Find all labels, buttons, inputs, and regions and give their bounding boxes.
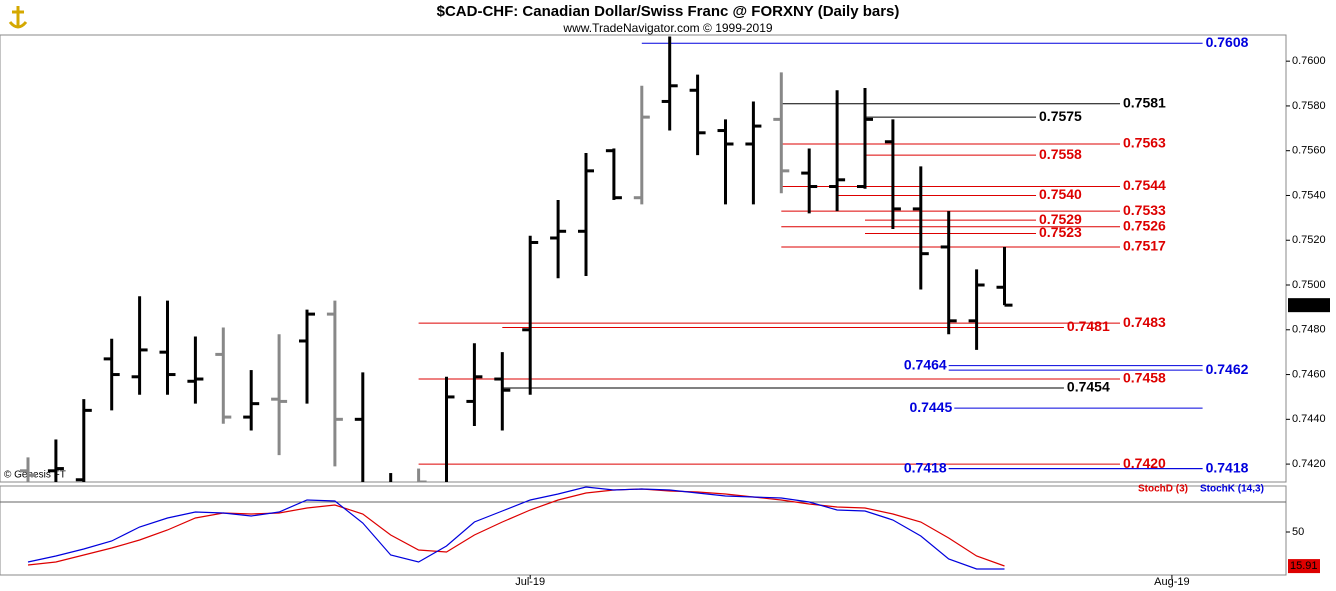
y-tick-label: 0.7540 (1292, 189, 1326, 201)
y-tick-label: 0.7500 (1292, 279, 1326, 291)
level-label: 0.7454 (1067, 379, 1110, 395)
y-tick-label: 0.7480 (1292, 324, 1326, 336)
level-label: 0.7608 (1206, 34, 1249, 50)
last-value-box (1288, 559, 1320, 574)
y-tick-label: 50 (1292, 526, 1304, 538)
legend-entry: StochK (14,3) (1200, 484, 1264, 495)
level-label: 0.7418 (904, 459, 947, 475)
y-tick-label: 0.7460 (1292, 368, 1326, 380)
level-label: 0.7581 (1123, 94, 1166, 110)
y-tick-label: 0.7600 (1292, 55, 1326, 67)
last-value-label: 15.91 (1290, 560, 1318, 572)
y-tick-label: 0.7420 (1292, 458, 1326, 470)
level-label: 0.7575 (1039, 108, 1082, 124)
level-label: 0.7563 (1123, 135, 1166, 151)
y-tick-label: 0.7440 (1292, 413, 1326, 425)
level-label: 0.7445 (909, 399, 952, 415)
level-label: 0.7526 (1123, 218, 1166, 234)
level-label: 0.7420 (1123, 455, 1166, 471)
y-tick-label: 0.7580 (1292, 100, 1326, 112)
level-label: 0.7533 (1123, 202, 1166, 218)
stoch-line (27, 488, 1005, 567)
level-label: 0.7529 (1039, 211, 1082, 227)
stoch-panel (0, 485, 1287, 576)
level-label: 0.7523 (1039, 224, 1082, 240)
level-label: 0.7481 (1067, 318, 1110, 334)
level-label: 0.7464 (904, 356, 947, 372)
level-label: 0.7544 (1123, 177, 1166, 193)
level-label: 0.7462 (1206, 361, 1249, 377)
stoch-line (27, 486, 1005, 570)
y-tick-label: 0.7560 (1292, 145, 1326, 157)
y-tick-label: 0.7520 (1292, 234, 1326, 246)
logo (4, 4, 32, 32)
x-tick-label: Aug-19 (1154, 576, 1189, 588)
last-price-box (1288, 298, 1330, 313)
x-tick-label: Jul-19 (515, 576, 545, 588)
last-price-label: 0.7491 (1291, 299, 1325, 311)
level-label: 0.7458 (1123, 370, 1166, 386)
legend-entry: StochD (3) (1138, 484, 1188, 495)
level-label: 0.7517 (1123, 238, 1166, 254)
level-label: 0.7540 (1039, 186, 1082, 202)
level-label: 0.7418 (1206, 459, 1249, 475)
price-plot (20, 36, 1203, 482)
chart-title: $CAD-CHF: Canadian Dollar/Swiss Franc @ … (437, 3, 900, 20)
stoch-plot (0, 486, 1286, 570)
level-label: 0.7483 (1123, 314, 1166, 330)
chart-subtitle: www.TradeNavigator.com © 1999-2019 (562, 21, 772, 35)
level-label: 0.7558 (1039, 146, 1082, 162)
